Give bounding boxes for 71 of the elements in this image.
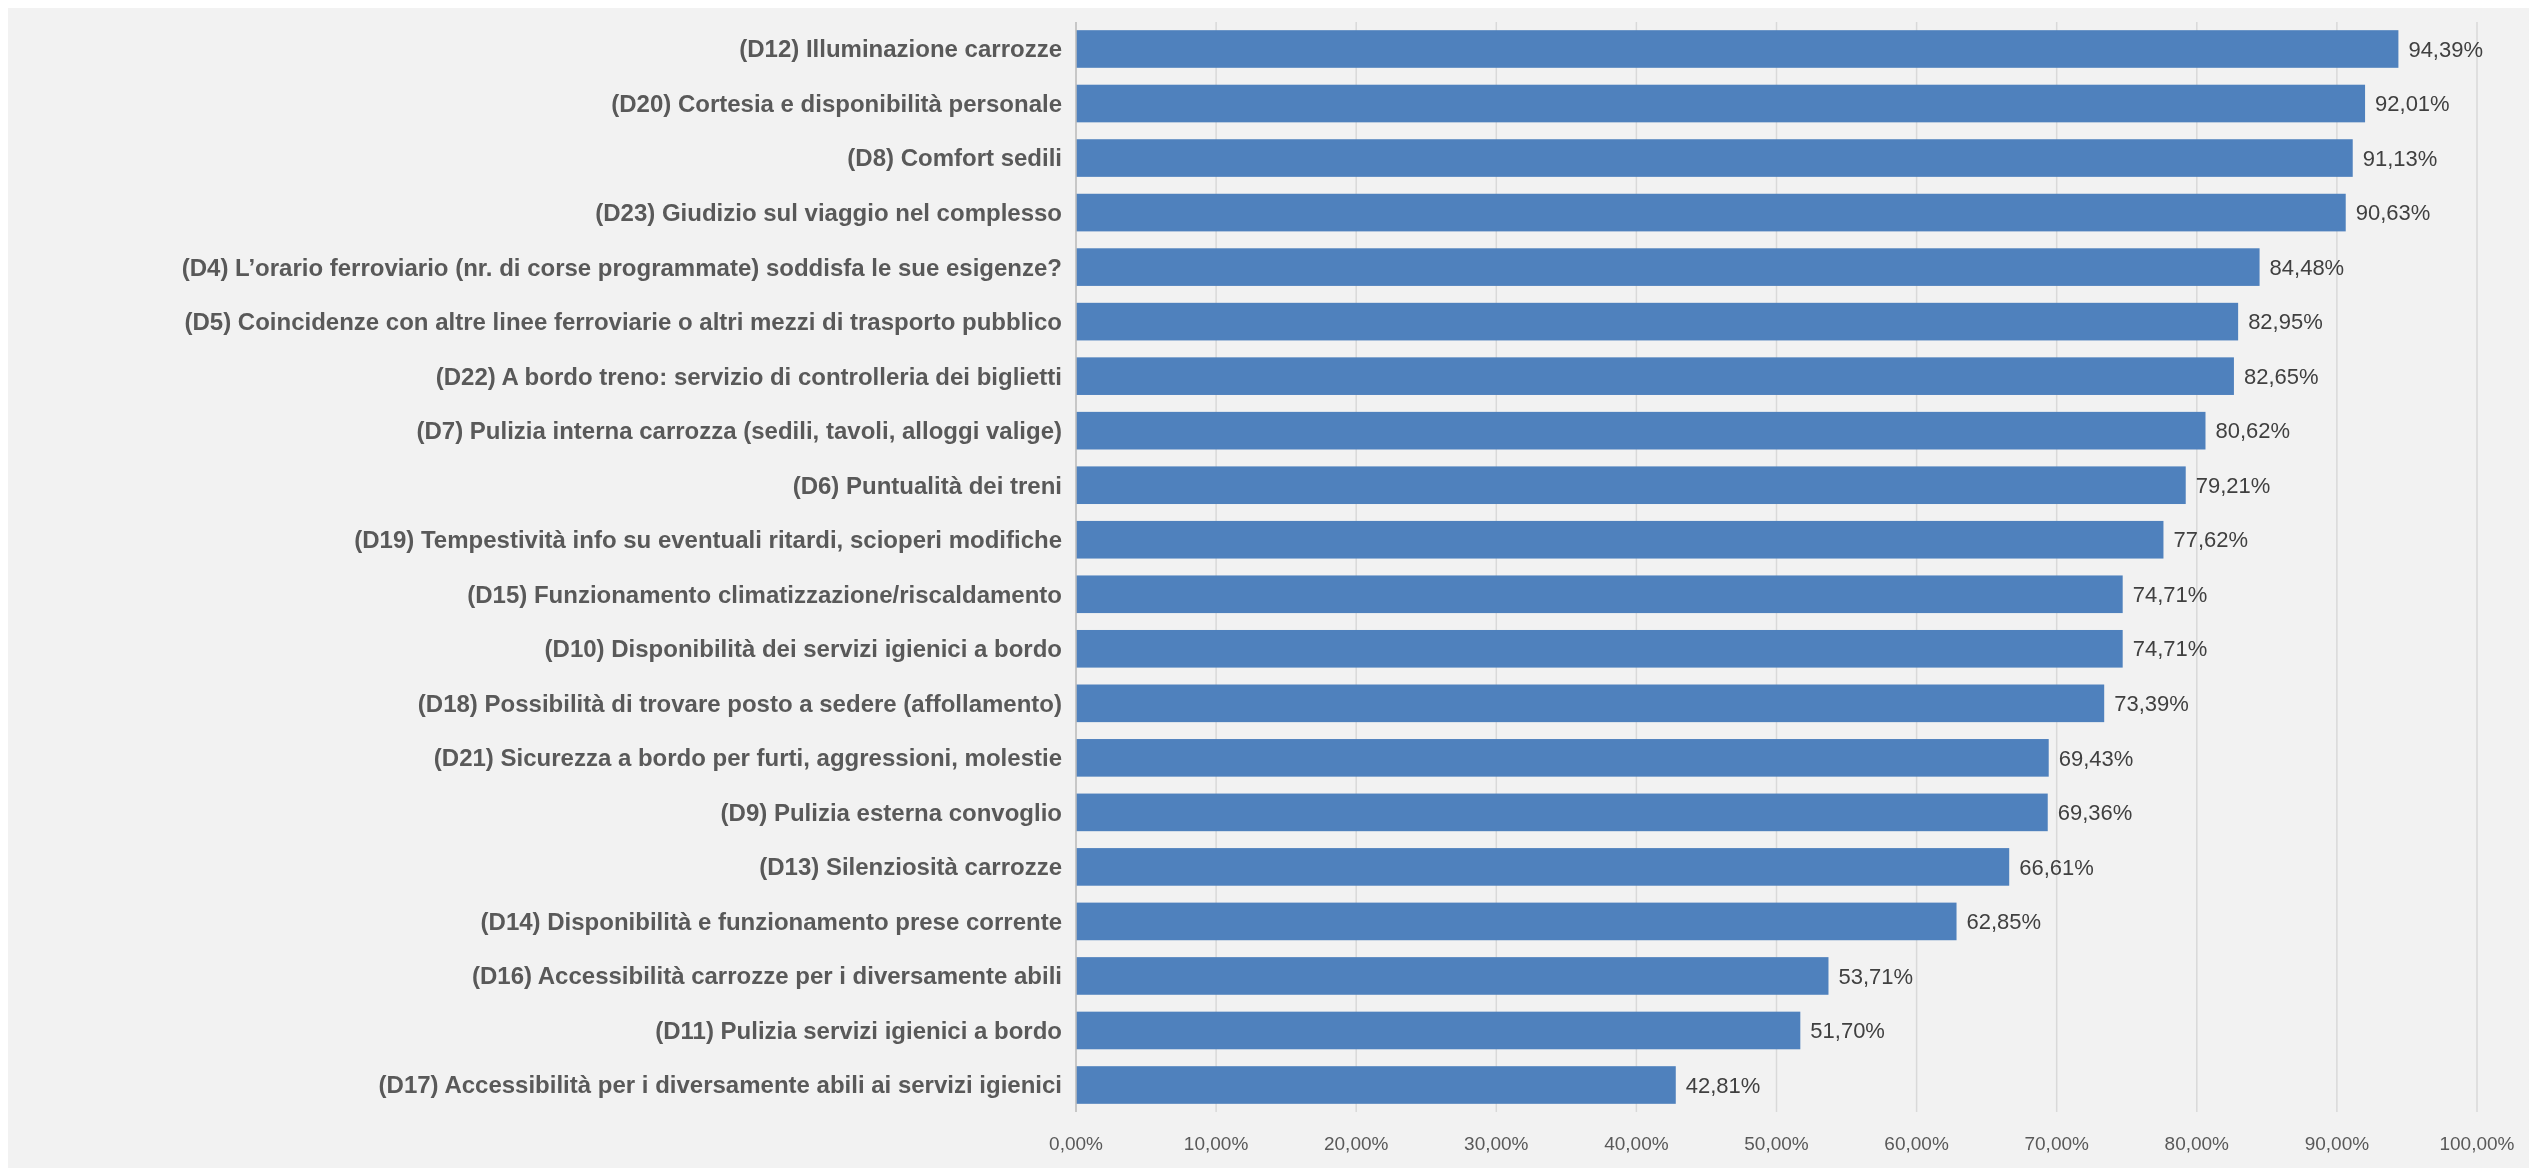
- data-label: 51,70%: [1810, 1018, 1885, 1044]
- y-tick-label: (D10) Disponibilità dei servizi igienici a bordo: [544, 635, 1062, 663]
- bar: [1076, 302, 2239, 341]
- bar: [1076, 520, 2164, 559]
- x-tick-label: 40,00%: [1604, 1133, 1669, 1154]
- y-tick-label: (D16) Accessibilità carrozze per i diversamente abili: [471, 962, 1062, 990]
- data-label: 82,95%: [2248, 309, 2323, 335]
- y-tick-label: (D23) Giudizio sul viaggio nel complesso: [595, 198, 1062, 226]
- y-tick-label: (D15) Funzionamento climatizzazione/riscaldamento: [467, 580, 1062, 608]
- y-tick-label: (D7) Pulizia interna carrozza (sedili, tavoli, alloggi valige): [416, 417, 1062, 445]
- x-tick-label: 100,00%: [2439, 1133, 2515, 1154]
- y-tick-label: (D8) Comfort sedili: [847, 144, 1062, 172]
- y-tick-label: (D19) Tempestività info su eventuali ritardi, scioperi modifiche: [354, 526, 1062, 554]
- y-tick-label: (D21) Sicurezza a bordo per furti, aggressioni, molestie: [433, 744, 1062, 772]
- data-label: 79,21%: [2195, 472, 2271, 498]
- bar: [1076, 248, 2260, 286]
- data-label: 77,62%: [2173, 527, 2249, 553]
- data-label: 62,85%: [1966, 909, 2042, 935]
- bar: [1076, 1011, 1801, 1050]
- y-tick-label: (D17) Accessibilità per i diversamente abili ai servizi igienici: [378, 1071, 1062, 1099]
- data-label: 82,65%: [2243, 363, 2319, 389]
- y-tick-label: (D11) Pulizia servizi igienici a bordo: [655, 1016, 1062, 1044]
- y-tick-label: (D13) Silenziosità carrozze: [759, 853, 1062, 881]
- data-label: 69,36%: [2057, 800, 2133, 826]
- y-tick-label: (D6) Puntualità dei treni: [792, 471, 1062, 499]
- x-tick-label: 10,00%: [1183, 1133, 1249, 1154]
- bar: [1076, 739, 2049, 777]
- data-label: 74,71%: [2132, 636, 2208, 662]
- y-tick-label: (D18) Possibilità di trovare posto a sedere (affollamento): [417, 689, 1062, 717]
- bar: [1076, 466, 2186, 505]
- x-tick-label: 30,00%: [1464, 1133, 1529, 1154]
- data-label: 53,71%: [1838, 963, 1914, 989]
- bar: [1076, 684, 2105, 723]
- data-label: 92,01%: [2375, 91, 2450, 117]
- bar: [1076, 411, 2206, 450]
- data-label: 90,63%: [2355, 200, 2431, 226]
- y-tick-label: (D22) A bordo treno: servizio di controlleria dei biglietti: [435, 362, 1062, 390]
- x-tick-label: 20,00%: [1323, 1133, 1389, 1154]
- bar: [1076, 848, 2010, 886]
- data-label: 42,81%: [1685, 1072, 1761, 1098]
- x-tick-label: 50,00%: [1744, 1133, 1809, 1154]
- x-tick-label: 80,00%: [2164, 1133, 2230, 1154]
- bar: [1076, 957, 1829, 995]
- data-label: 94,39%: [2408, 36, 2484, 62]
- data-label: 73,39%: [2114, 691, 2189, 717]
- x-tick-label: 70,00%: [2024, 1133, 2090, 1154]
- y-tick-label: (D12) Illuminazione carrozze: [739, 35, 1062, 63]
- y-tick-label: (D9) Pulizia esterna convoglio: [720, 798, 1062, 826]
- bar: [1076, 1066, 1676, 1104]
- y-tick-label: (D14) Disponibilità e funzionamento prese corrente: [480, 907, 1062, 935]
- data-label: 66,61%: [2019, 854, 2094, 880]
- x-tick-label: 90,00%: [2304, 1133, 2370, 1154]
- bar: [1076, 793, 2048, 832]
- bar: [1076, 629, 2123, 668]
- y-tick-label: (D4) L’orario ferroviario (nr. di corse programmate) soddisfa le sue esigenze?: [181, 253, 1062, 281]
- bar: [1076, 84, 2366, 123]
- bar: [1076, 902, 1957, 941]
- bar: [1076, 139, 2353, 177]
- data-label: 69,43%: [2058, 745, 2134, 771]
- bar: [1076, 575, 2123, 614]
- bar: [1076, 193, 2346, 232]
- y-tick-label: (D20) Cortesia e disponibilità personale: [611, 89, 1062, 117]
- data-label: 91,13%: [2362, 145, 2438, 171]
- x-tick-label: 0,00%: [1049, 1133, 1104, 1154]
- data-label: 84,48%: [2269, 254, 2345, 280]
- bar: [1076, 30, 2399, 68]
- data-label: 80,62%: [2215, 418, 2291, 444]
- data-label: 74,71%: [2132, 581, 2208, 607]
- bar: [1076, 357, 2234, 395]
- x-tick-label: 60,00%: [1884, 1133, 1949, 1154]
- y-tick-label: (D5) Coincidenze con altre linee ferroviarie o altri mezzi di trasporto pubblico: [184, 308, 1062, 336]
